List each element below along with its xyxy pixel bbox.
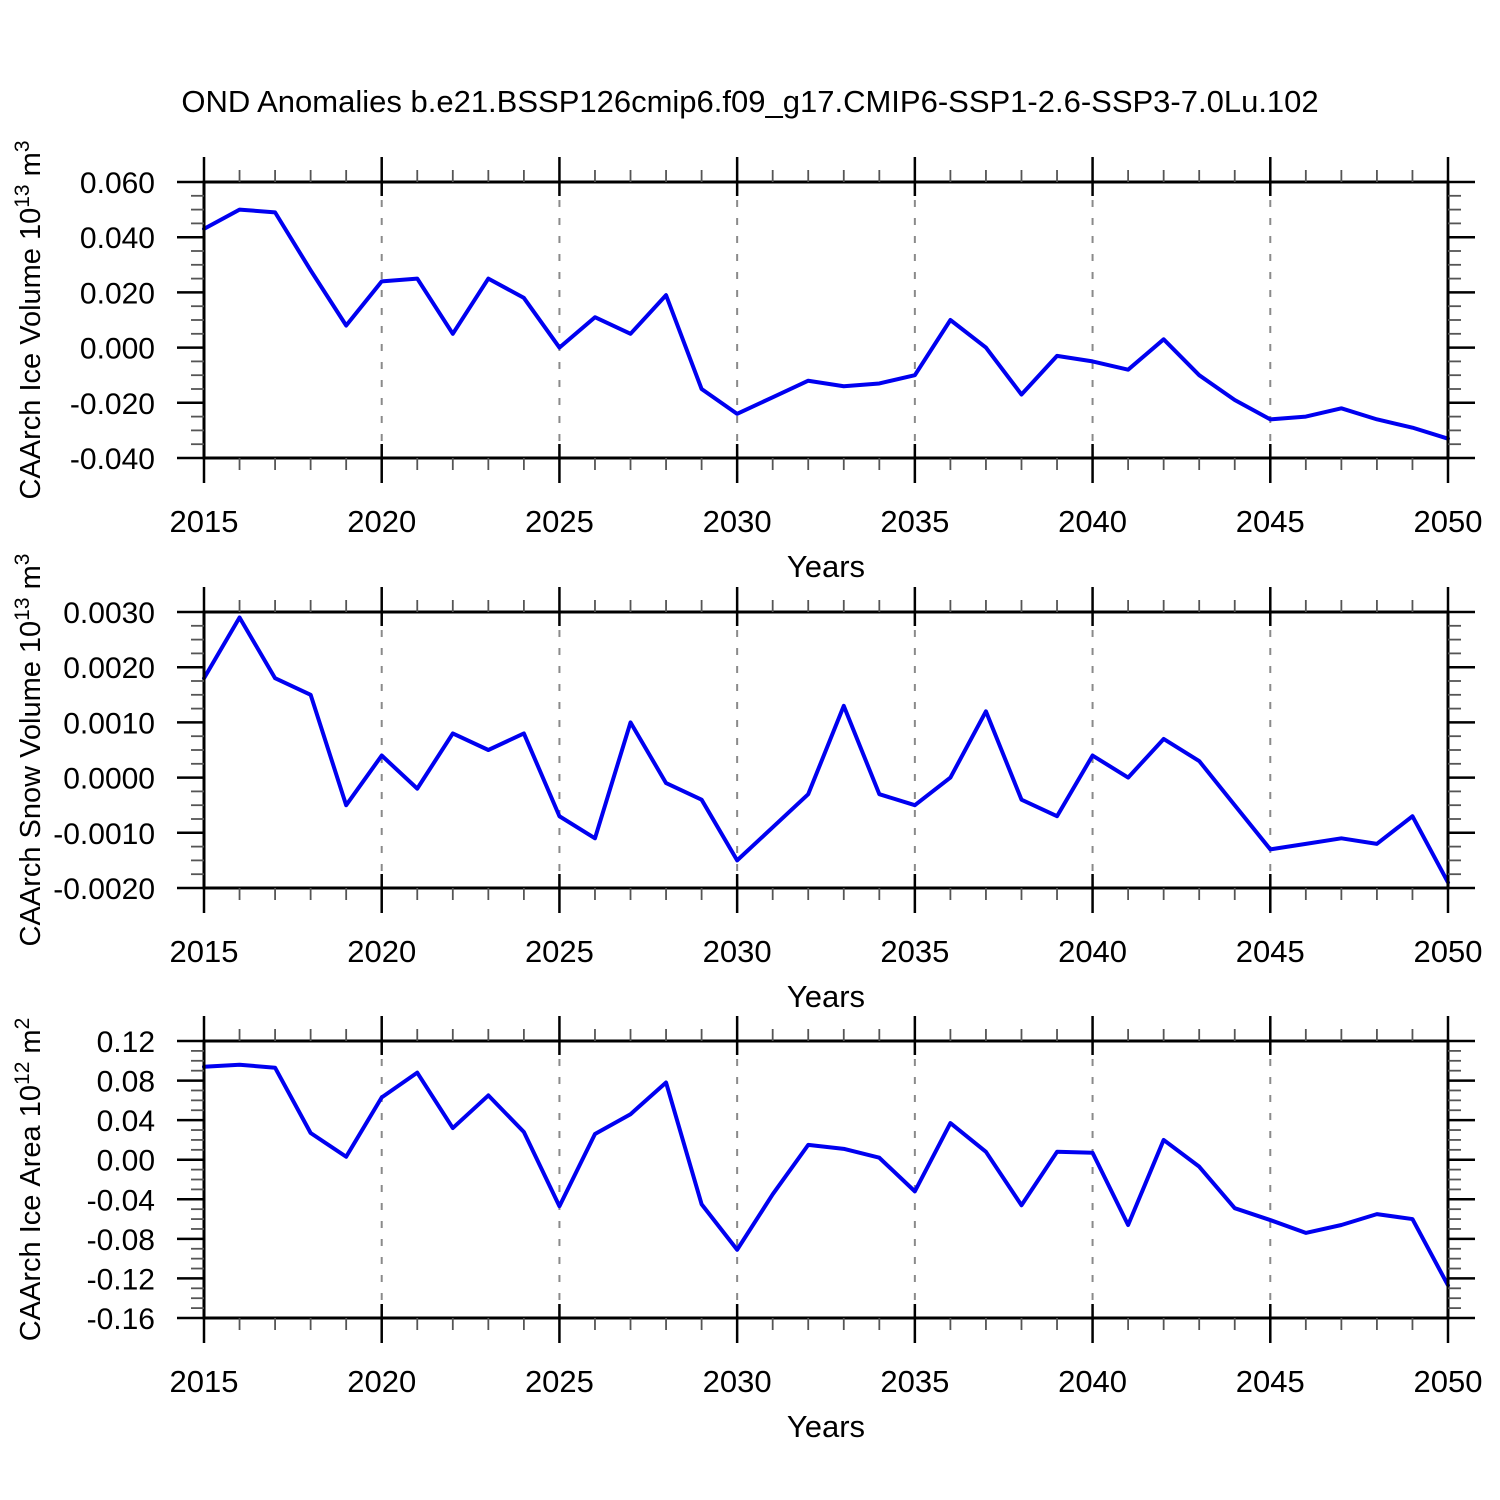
x-tick-label-2050: 2050: [1414, 934, 1483, 969]
x-ticks: [202, 1016, 1450, 1343]
y-tick-label--0.12: -0.12: [87, 1263, 155, 1296]
x-tick-label-2045: 2045: [1236, 1364, 1305, 1399]
x-tick-label-2015: 2015: [170, 504, 239, 539]
y-tick-label-0.00: 0.00: [97, 1145, 155, 1178]
y-tick-label-0.060: 0.060: [80, 167, 155, 200]
panel-ice-area: 2015 2020 2025 2030 2035 2040 2045 2050 -0.16 -0.…: [11, 1016, 1482, 1444]
chart-title: OND Anomalies b.e21.BSSP126cmip6.f09_g17…: [181, 84, 1319, 119]
y-tick-label--0.0010: -0.0010: [53, 818, 155, 851]
x-tick-label-2040: 2040: [1058, 504, 1127, 539]
y-tick-label-0.040: 0.040: [80, 222, 155, 255]
ice-area-series-line: [202, 1062, 1450, 1288]
y-tick-label-0.0020: 0.0020: [63, 652, 155, 685]
x-tick-label-2030: 2030: [703, 934, 772, 969]
y-tick-label--0.040: -0.040: [70, 443, 155, 476]
x-tick-label-2035: 2035: [880, 934, 949, 969]
y-axis-title: CAArch Snow Volume 1013 m3: [11, 554, 47, 947]
y-axis-title: CAArch Ice Volume 1013 m3: [11, 140, 47, 499]
x-axis-title: Years: [787, 979, 865, 1014]
x-tick-label-2020: 2020: [347, 504, 416, 539]
y-tick-label-0.0030: 0.0030: [63, 597, 155, 630]
x-tick-label-2025: 2025: [525, 504, 594, 539]
x-tick-label-2015: 2015: [170, 1364, 239, 1399]
x-tick-label-2040: 2040: [1058, 934, 1127, 969]
y-ticks: [177, 1039, 1475, 1320]
y-tick-label--0.08: -0.08: [87, 1224, 155, 1257]
snow-volume-series-line: [202, 615, 1450, 885]
gridlines: [380, 1041, 1272, 1318]
x-tick-label-2030: 2030: [703, 504, 772, 539]
y-tick-label-0.08: 0.08: [97, 1066, 155, 1099]
x-tick-label-2025: 2025: [525, 1364, 594, 1399]
x-tick-label-2050: 2050: [1414, 504, 1483, 539]
x-ticks: [202, 157, 1450, 483]
y-tick-label-0.04: 0.04: [97, 1105, 155, 1138]
ice-volume-series-line: [202, 207, 1450, 441]
x-tick-label-2045: 2045: [1236, 934, 1305, 969]
x-tick-label-2045: 2045: [1236, 504, 1305, 539]
gridlines: [380, 182, 1272, 458]
y-ticks: [177, 610, 1475, 890]
panel-ice-volume: 2015 2020 2025 2030 2035 2040 2045 2050 -0.040 -0…: [11, 140, 1482, 584]
x-tick-label-2040: 2040: [1058, 1364, 1127, 1399]
x-tick-label-2015: 2015: [170, 934, 239, 969]
y-ticks: [177, 180, 1475, 460]
y-tick-label-0.12: 0.12: [97, 1026, 155, 1059]
x-tick-label-2025: 2025: [525, 934, 594, 969]
panel-snow-volume: 2015 2020 2025 2030 2035 2040 2045 2050 -0.0020 -…: [11, 554, 1482, 1014]
plot-frame: [202, 1039, 1450, 1320]
x-tick-label-2020: 2020: [347, 1364, 416, 1399]
y-tick-label--0.0020: -0.0020: [53, 873, 155, 906]
x-tick-label-2050: 2050: [1414, 1364, 1483, 1399]
x-axis-title: Years: [787, 549, 865, 584]
y-tick-label-0.0010: 0.0010: [63, 707, 155, 740]
y-tick-label--0.16: -0.16: [87, 1303, 155, 1336]
y-axis-title: CAArch Ice Area 1012 m2: [11, 1018, 47, 1342]
x-tick-label-2035: 2035: [880, 504, 949, 539]
y-tick-label-0.000: 0.000: [80, 333, 155, 366]
x-axis-title: Years: [787, 1409, 865, 1444]
y-tick-label-0.0000: 0.0000: [63, 763, 155, 796]
y-tick-label--0.04: -0.04: [87, 1184, 155, 1217]
x-ticks: [202, 587, 1450, 913]
x-tick-label-2035: 2035: [880, 1364, 949, 1399]
y-tick-label-0.020: 0.020: [80, 277, 155, 310]
y-tick-label--0.020: -0.020: [70, 388, 155, 421]
x-tick-label-2020: 2020: [347, 934, 416, 969]
x-tick-label-2030: 2030: [703, 1364, 772, 1399]
